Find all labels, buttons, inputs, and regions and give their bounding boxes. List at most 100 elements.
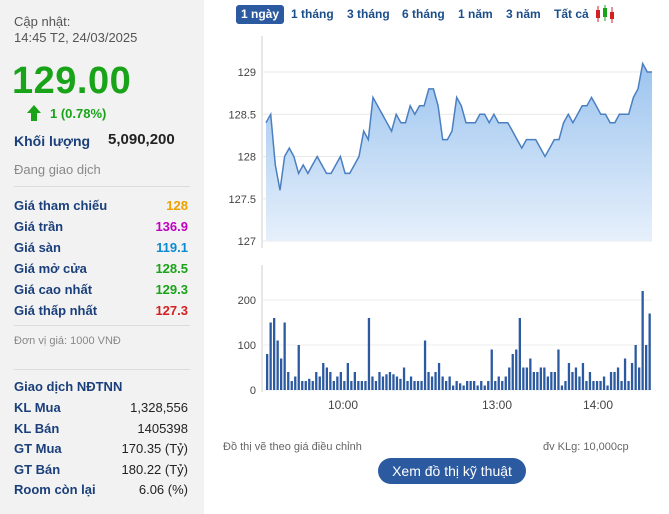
- volume-bar: [402, 367, 406, 390]
- tab-range[interactable]: 1 năm: [458, 7, 493, 21]
- stock-info-panel: Cập nhật: 14:45 T2, 24/03/2025 129.00 1 …: [0, 0, 204, 514]
- price-row-value: 128.5: [155, 261, 188, 276]
- volume-bar: [315, 372, 318, 390]
- current-price: 129.00: [12, 60, 132, 102]
- divider: [14, 186, 190, 187]
- volume-bar: [497, 376, 500, 390]
- volume-bar: [560, 385, 564, 390]
- volume-bar: [346, 363, 349, 390]
- volume-bar: [571, 372, 574, 390]
- volume-value: 5,090,200: [108, 131, 175, 148]
- volume-bar: [322, 363, 325, 390]
- volume-bar: [581, 363, 585, 390]
- price-area-fill: [266, 63, 652, 241]
- foreign-row-value: 1405398: [137, 420, 188, 436]
- tab-range[interactable]: 1 ngày: [236, 5, 285, 24]
- price-row-label: Giá thấp nhất: [14, 303, 98, 318]
- volume-bar: [599, 381, 602, 390]
- volume-bar: [504, 376, 507, 390]
- price-row: Giá thấp nhất 127.3: [14, 303, 190, 323]
- foreign-row: KL Bán 1405398: [14, 421, 190, 441]
- volume-bar: [494, 381, 497, 390]
- volume-bar: [343, 381, 346, 390]
- foreign-row-value: 6.06 (%): [138, 482, 188, 497]
- tab-range[interactable]: 6 tháng: [402, 7, 445, 21]
- update-time: 14:45 T2, 24/03/2025: [14, 30, 138, 45]
- volume-bar: [543, 367, 546, 390]
- volume-bar: [399, 378, 402, 391]
- volume-bar: [606, 385, 609, 390]
- price-row-label: Giá trần: [14, 219, 64, 234]
- volume-bar: [364, 381, 367, 390]
- volume-bar: [437, 363, 441, 390]
- volume-bar: [567, 363, 571, 390]
- volume-bar: [381, 376, 385, 390]
- price-row-label: Giá tham chiếu: [14, 198, 108, 213]
- volume-bar: [574, 367, 578, 390]
- foreign-row-value: 170.35 (Tỷ): [121, 441, 188, 456]
- price-row-value: 127.3: [155, 303, 188, 318]
- volume-bar: [490, 349, 493, 390]
- volume-bar: [374, 381, 378, 390]
- volume-bar: [483, 385, 486, 390]
- volume-bar: [276, 340, 279, 390]
- chart-note-volume-unit: đv KLg: 10,000cp: [543, 441, 629, 453]
- tab-range[interactable]: 3 năm: [506, 7, 541, 21]
- volume-bar: [388, 372, 392, 390]
- volume-bar: [448, 376, 451, 390]
- volume-bar: [595, 381, 599, 390]
- volume-bar: [564, 381, 567, 390]
- volume-bar: [466, 381, 469, 390]
- volume-bar: [423, 340, 427, 390]
- price-row: Giá cao nhất 129.3: [14, 282, 190, 302]
- volume-tick-label: 200: [238, 295, 256, 307]
- volume-bar: [371, 376, 374, 390]
- volume-bar: [360, 381, 363, 390]
- chart-note-adjusted: Đồ thị vẽ theo giá điều chỉnh: [223, 441, 362, 453]
- price-row-value: 129.3: [155, 282, 188, 297]
- volume-bar: [332, 381, 335, 390]
- volume-bar: [546, 376, 549, 390]
- volume-bar: [620, 381, 623, 390]
- foreign-row-value: 1,328,556: [130, 400, 188, 415]
- volume-bar: [532, 372, 535, 390]
- volume-bar: [301, 381, 304, 390]
- volume-bar: [638, 367, 641, 390]
- volume-bar: [445, 381, 448, 390]
- volume-bar: [641, 291, 644, 390]
- foreign-row: GT Bán 180.22 (Tỷ): [14, 462, 190, 482]
- volume-bar: [648, 313, 651, 390]
- volume-bar: [357, 381, 360, 390]
- price-chart: 129 128.5 128 127.5 127 200 100 0 10:00 13:00 14:0…: [228, 36, 652, 412]
- foreign-row: KL Mua 1,328,556: [14, 400, 190, 420]
- volume-bar: [350, 381, 353, 390]
- tab-range[interactable]: 3 tháng: [347, 7, 390, 21]
- volume-bar: [413, 381, 416, 390]
- volume-bar: [273, 318, 276, 390]
- price-change: 1 (0.78%): [50, 106, 107, 121]
- volume-bar: [469, 381, 472, 390]
- candlestick-icon[interactable]: [594, 4, 616, 24]
- technical-chart-button[interactable]: Xem đồ thị kỹ thuật: [378, 458, 526, 484]
- volume-bar: [539, 367, 542, 390]
- volume-bar: [406, 381, 409, 390]
- volume-bar: [602, 376, 606, 390]
- volume-bar: [430, 376, 434, 390]
- volume-bar: [609, 372, 613, 390]
- volume-bar: [462, 385, 465, 390]
- volume-bar: [585, 381, 588, 390]
- tab-range[interactable]: 1 tháng: [291, 7, 334, 21]
- volume-bar: [367, 318, 371, 390]
- volume-bar: [294, 376, 297, 390]
- volume-bar: [627, 381, 630, 390]
- volume-bar: [473, 381, 476, 390]
- price-row-value: 119.1: [156, 240, 188, 255]
- price-tick-label: 127.5: [228, 194, 256, 206]
- price-series-line: [265, 61, 652, 191]
- volume-bar: [339, 372, 342, 390]
- volume-bar: [588, 372, 592, 390]
- volume-bar: [529, 358, 532, 390]
- volume-bar: [550, 372, 553, 390]
- divider: [14, 369, 190, 370]
- tab-range[interactable]: Tất cả: [554, 7, 589, 21]
